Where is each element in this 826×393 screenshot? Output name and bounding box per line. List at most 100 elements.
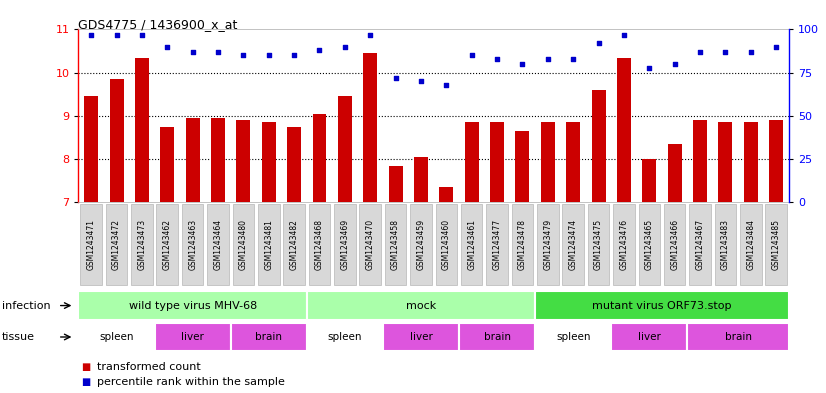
Bar <box>693 120 707 202</box>
Text: transformed count: transformed count <box>97 362 201 373</box>
Text: ■: ■ <box>81 377 90 387</box>
FancyBboxPatch shape <box>131 204 153 285</box>
Bar <box>211 118 225 202</box>
FancyBboxPatch shape <box>511 204 534 285</box>
Bar <box>388 166 402 202</box>
Bar <box>566 122 580 202</box>
Text: GSM1243469: GSM1243469 <box>340 219 349 270</box>
FancyBboxPatch shape <box>563 204 584 285</box>
Bar <box>515 131 529 202</box>
Bar <box>84 96 98 202</box>
Point <box>84 31 97 38</box>
Bar <box>135 57 149 202</box>
Bar <box>541 122 555 202</box>
Bar <box>160 127 174 202</box>
Bar <box>687 323 789 351</box>
Bar <box>743 122 757 202</box>
Text: GSM1243483: GSM1243483 <box>721 219 730 270</box>
FancyBboxPatch shape <box>664 204 686 285</box>
Bar <box>312 114 326 202</box>
Bar <box>110 79 124 202</box>
Point <box>668 61 681 67</box>
Point <box>719 49 732 55</box>
Point <box>135 31 149 38</box>
Point <box>643 64 656 71</box>
Point <box>541 56 554 62</box>
Bar <box>338 96 352 202</box>
Point <box>110 31 123 38</box>
Bar <box>490 122 504 202</box>
Point <box>465 52 478 59</box>
Bar <box>383 323 459 351</box>
Bar <box>306 292 535 320</box>
Text: GSM1243461: GSM1243461 <box>468 219 477 270</box>
Point <box>515 61 529 67</box>
Point <box>237 52 250 59</box>
Text: GSM1243470: GSM1243470 <box>366 219 375 270</box>
Bar <box>643 159 657 202</box>
Point <box>211 49 225 55</box>
Bar <box>306 323 383 351</box>
FancyBboxPatch shape <box>435 204 457 285</box>
FancyBboxPatch shape <box>537 204 558 285</box>
Point <box>415 78 428 84</box>
FancyBboxPatch shape <box>487 204 508 285</box>
Text: spleen: spleen <box>556 332 591 342</box>
Bar <box>719 122 733 202</box>
Bar <box>262 122 276 202</box>
Text: GSM1243473: GSM1243473 <box>137 219 146 270</box>
Text: liver: liver <box>638 332 661 342</box>
FancyBboxPatch shape <box>766 204 787 285</box>
Text: infection: infection <box>2 301 50 310</box>
FancyBboxPatch shape <box>359 204 381 285</box>
Point <box>262 52 275 59</box>
Bar <box>591 90 605 202</box>
Text: liver: liver <box>410 332 432 342</box>
FancyBboxPatch shape <box>156 204 178 285</box>
Text: GSM1243472: GSM1243472 <box>112 219 121 270</box>
Text: ■: ■ <box>81 362 90 373</box>
Point <box>693 49 706 55</box>
Text: wild type virus MHV-68: wild type virus MHV-68 <box>129 301 257 310</box>
Point <box>567 56 580 62</box>
FancyBboxPatch shape <box>309 204 330 285</box>
FancyBboxPatch shape <box>461 204 482 285</box>
Point <box>770 44 783 50</box>
Text: mutant virus ORF73.stop: mutant virus ORF73.stop <box>592 301 732 310</box>
Bar <box>287 127 301 202</box>
Point <box>389 75 402 81</box>
Bar <box>617 57 631 202</box>
FancyBboxPatch shape <box>385 204 406 285</box>
Point <box>617 31 630 38</box>
Text: GSM1243462: GSM1243462 <box>163 219 172 270</box>
Bar <box>439 187 453 202</box>
Text: spleen: spleen <box>328 332 362 342</box>
Text: GSM1243460: GSM1243460 <box>442 219 451 270</box>
Text: GSM1243482: GSM1243482 <box>290 219 299 270</box>
Text: GSM1243475: GSM1243475 <box>594 219 603 270</box>
Text: GSM1243474: GSM1243474 <box>568 219 577 270</box>
Point <box>186 49 199 55</box>
Text: GSM1243465: GSM1243465 <box>645 219 654 270</box>
FancyBboxPatch shape <box>283 204 305 285</box>
Text: GSM1243463: GSM1243463 <box>188 219 197 270</box>
Text: GSM1243478: GSM1243478 <box>518 219 527 270</box>
Text: GDS4775 / 1436900_x_at: GDS4775 / 1436900_x_at <box>78 18 238 31</box>
Text: GSM1243481: GSM1243481 <box>264 219 273 270</box>
Bar <box>78 292 306 320</box>
FancyBboxPatch shape <box>207 204 229 285</box>
FancyBboxPatch shape <box>182 204 203 285</box>
Text: GSM1243468: GSM1243468 <box>315 219 324 270</box>
FancyBboxPatch shape <box>80 204 102 285</box>
FancyBboxPatch shape <box>638 204 660 285</box>
Bar <box>535 323 611 351</box>
FancyBboxPatch shape <box>689 204 711 285</box>
Text: brain: brain <box>483 332 510 342</box>
Point <box>313 47 326 53</box>
Text: GSM1243467: GSM1243467 <box>695 219 705 270</box>
Text: GSM1243477: GSM1243477 <box>492 219 501 270</box>
FancyBboxPatch shape <box>411 204 432 285</box>
Text: brain: brain <box>255 332 282 342</box>
FancyBboxPatch shape <box>106 204 127 285</box>
Point <box>338 44 351 50</box>
